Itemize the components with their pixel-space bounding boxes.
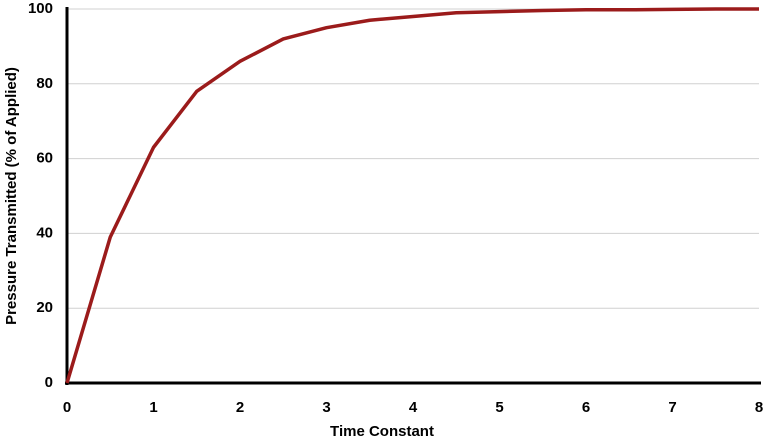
x-tick-label: 3 bbox=[322, 399, 330, 416]
y-axis-label: Pressure Transmitted (% of Applied) bbox=[3, 67, 20, 325]
x-tick-label: 4 bbox=[409, 399, 418, 416]
y-tick-label: 80 bbox=[36, 75, 53, 92]
x-axis-label: Time Constant bbox=[330, 423, 434, 440]
x-tick-label: 1 bbox=[149, 399, 157, 416]
x-tick-label: 5 bbox=[495, 399, 503, 416]
x-tick-label: 8 bbox=[755, 399, 763, 416]
x-tick-label: 7 bbox=[668, 399, 676, 416]
data-line bbox=[65, 7, 759, 384]
y-tick-label: 40 bbox=[36, 224, 53, 241]
y-tick-label: 60 bbox=[36, 150, 53, 167]
y-tick-label: 0 bbox=[45, 374, 53, 391]
y-tick-label: 20 bbox=[36, 299, 53, 316]
x-tick-label: 6 bbox=[582, 399, 590, 416]
x-tick-label: 2 bbox=[236, 399, 244, 416]
y-tick-label: 100 bbox=[28, 0, 53, 17]
x-tick-label: 0 bbox=[63, 399, 71, 416]
